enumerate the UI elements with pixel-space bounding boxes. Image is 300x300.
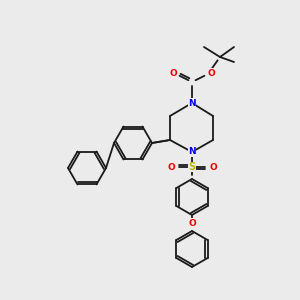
Text: S: S xyxy=(188,162,196,172)
Text: O: O xyxy=(207,68,215,77)
Text: N: N xyxy=(188,148,196,157)
Text: O: O xyxy=(167,163,175,172)
Text: O: O xyxy=(188,218,196,227)
Text: O: O xyxy=(169,68,177,77)
Text: O: O xyxy=(209,163,217,172)
Text: N: N xyxy=(188,98,196,107)
